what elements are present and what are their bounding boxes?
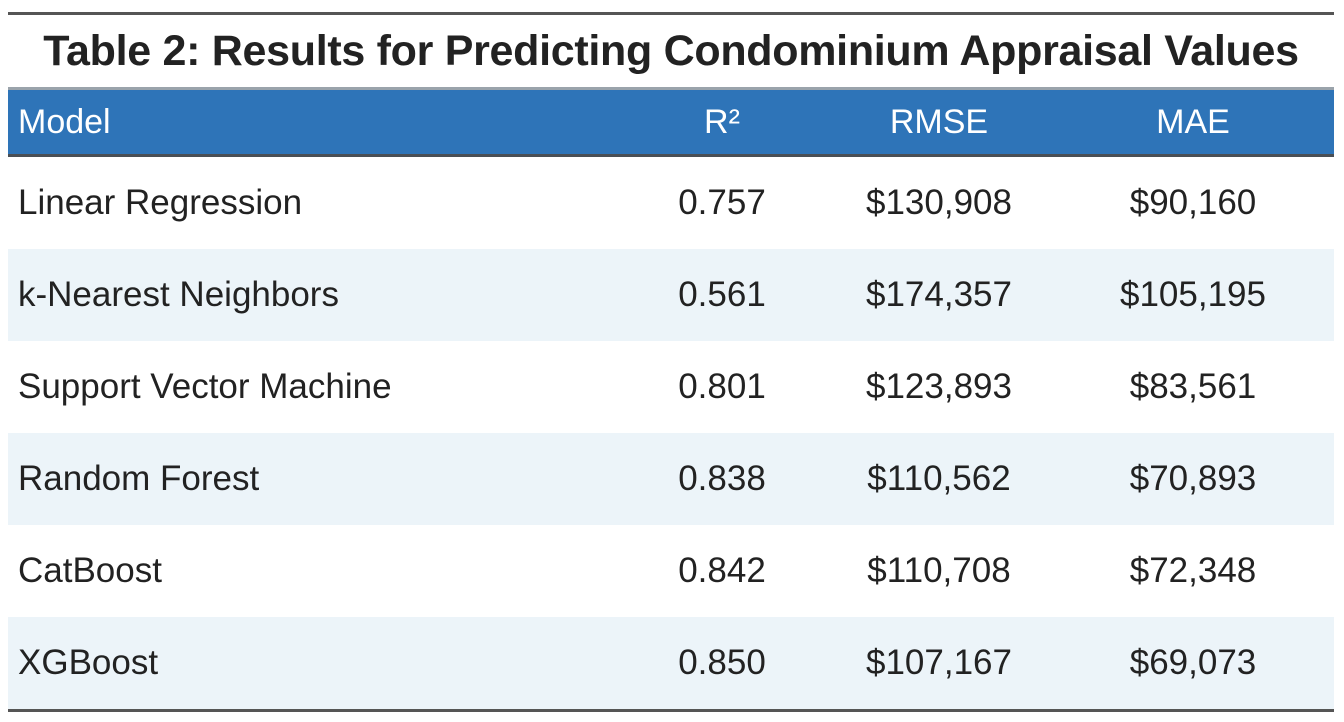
header-rmse: RMSE: [889, 102, 989, 141]
cell-r2: 0.842: [678, 551, 766, 590]
cell-rmse: $174,357: [866, 275, 1012, 314]
table-row: CatBoost 0.842 $110,708 $72,348: [8, 525, 1334, 617]
cell-rmse: $110,562: [867, 459, 1011, 498]
table-header-row: Model R² RMSE MAE: [8, 87, 1334, 157]
header-mae: MAE: [1156, 102, 1230, 141]
cell-r2: 0.850: [678, 643, 766, 682]
cell-model: Linear Regression: [18, 183, 303, 222]
cell-model: k-Nearest Neighbors: [18, 275, 339, 314]
header-model: Model: [18, 102, 111, 141]
table-caption: Table 2: Results for Predicting Condomin…: [43, 27, 1299, 75]
cell-mae: $105,195: [1120, 275, 1266, 314]
cell-mae: $69,073: [1129, 643, 1257, 682]
table-row: Random Forest 0.838 $110,562 $70,893: [8, 433, 1334, 525]
table-row: Support Vector Machine 0.801 $123,893 $8…: [8, 341, 1334, 433]
cell-model: CatBoost: [18, 551, 162, 590]
cell-model: Support Vector Machine: [18, 367, 392, 406]
table-row: Linear Regression 0.757 $130,908 $90,160: [8, 157, 1334, 249]
cell-r2: 0.801: [678, 367, 766, 406]
cell-rmse: $123,893: [866, 367, 1012, 406]
cell-mae: $90,160: [1129, 183, 1257, 222]
cell-r2: 0.838: [678, 459, 766, 498]
table-row: k-Nearest Neighbors 0.561 $174,357 $105,…: [8, 249, 1334, 341]
cell-r2: 0.757: [678, 183, 766, 222]
cell-rmse: $107,167: [866, 643, 1012, 682]
top-rule: [8, 12, 1334, 15]
cell-mae: $83,561: [1129, 367, 1257, 406]
table-row: XGBoost 0.850 $107,167 $69,073: [8, 617, 1334, 709]
cell-mae: $72,348: [1129, 551, 1257, 590]
header-r2: R²: [704, 102, 740, 141]
bottom-rule: [8, 709, 1334, 712]
cell-r2: 0.561: [678, 275, 766, 314]
cell-model: Random Forest: [18, 459, 260, 498]
cell-mae: $70,893: [1129, 459, 1257, 498]
cell-rmse: $130,908: [866, 183, 1012, 222]
results-table: Table 2: Results for Predicting Condomin…: [8, 12, 1334, 712]
cell-model: XGBoost: [18, 643, 159, 682]
cell-rmse: $110,708: [867, 551, 1011, 590]
